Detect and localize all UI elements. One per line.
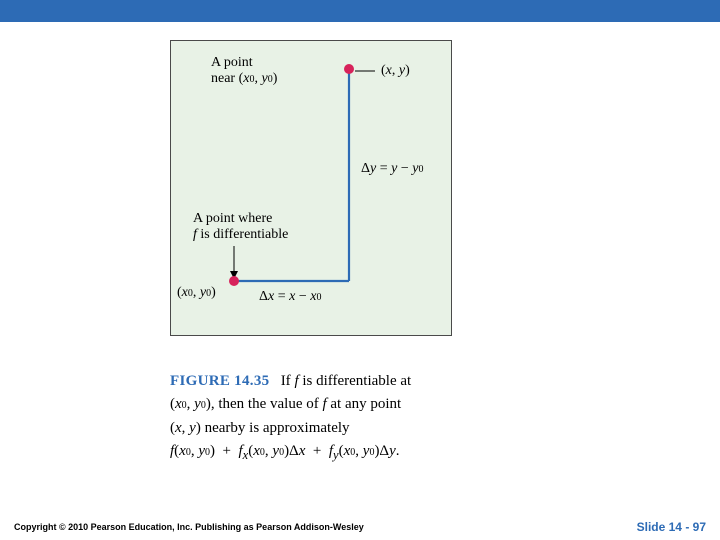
label-near: A point near (x0, y0)	[211, 55, 277, 87]
label-diff: A point where f is differentiable	[193, 211, 288, 243]
label-x0y0: (x0, y0)	[177, 285, 216, 301]
label-dy: Δy = y − y0	[361, 161, 423, 177]
caption-line2: (x0, y0), then the value of f at any poi…	[170, 396, 401, 412]
label-xy: (x, y)	[381, 63, 410, 79]
footer: Copyright © 2010 Pearson Education, Inc.…	[0, 514, 720, 540]
label-near-a: A point	[211, 55, 277, 71]
slide-page: A point near (x0, y0) (x, y) Δy = y − y0…	[0, 0, 720, 540]
figure-box: A point near (x0, y0) (x, y) Δy = y − y0…	[170, 40, 452, 336]
top-bar	[0, 0, 720, 22]
label-diff-b: f is differentiable	[193, 227, 288, 243]
label-diff-a: A point where	[193, 211, 288, 227]
point-x0y0	[229, 276, 239, 286]
point-xy	[344, 64, 354, 74]
caption-line1: If f is differentiable at	[281, 373, 412, 389]
caption-line3: (x, y) nearby is approximately	[170, 420, 350, 436]
label-dx: Δx = x − x0	[259, 289, 321, 305]
copyright-text: Copyright © 2010 Pearson Education, Inc.…	[14, 522, 364, 532]
label-near-b: near (x0, y0)	[211, 71, 277, 87]
figure-caption: FIGURE 14.35 If f is differentiable at (…	[170, 370, 550, 465]
caption-figlabel: FIGURE 14.35	[170, 373, 269, 389]
slide-number: Slide 14 - 97	[637, 520, 706, 534]
caption-formula: f(x0, y0) + fx(x0, y0)Δx + fy(x0, y0)Δy.	[170, 443, 400, 459]
